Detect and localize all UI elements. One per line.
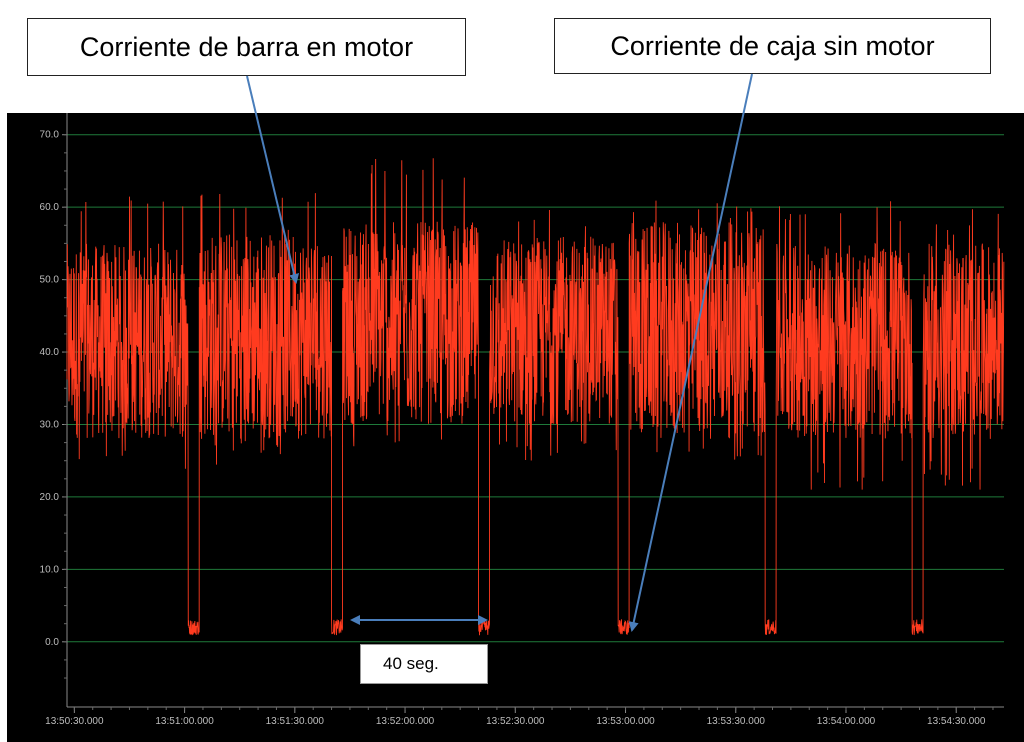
x-tick-label: 13:51:30.000 bbox=[266, 716, 325, 727]
y-tick-label: 10.0 bbox=[40, 564, 60, 575]
oscilloscope-screen: 70.0 60.0 50.0 40.0 30.0 20.0 10.0 0.0 13:50:30… bbox=[7, 113, 1024, 742]
x-tick-label: 13:54:30.000 bbox=[927, 716, 986, 727]
x-tick-label: 13:50:30.000 bbox=[45, 716, 104, 727]
y-tick-label: 30.0 bbox=[40, 419, 60, 430]
box-current-callout-text: Corriente de caja sin motor bbox=[610, 30, 935, 61]
x-axis-ticks: 13:50:30.000 13:51:00.000 13:51:30.000 13:5… bbox=[45, 707, 994, 727]
bar-current-callout-text: Corriente de barra en motor bbox=[79, 31, 414, 62]
x-tick-label: 13:52:30.000 bbox=[486, 716, 545, 727]
y-tick-label: 20.0 bbox=[40, 492, 60, 503]
y-axis-ticks: 70.0 60.0 50.0 40.0 30.0 20.0 10.0 0.0 bbox=[40, 130, 67, 679]
x-tick-label: 13:51:00.000 bbox=[155, 716, 214, 727]
bar-current-callout: Corriente de barra en motor bbox=[27, 18, 466, 76]
x-tick-label: 13:54:00.000 bbox=[817, 716, 876, 727]
duration-label-text: 40 seg. bbox=[383, 654, 439, 673]
x-tick-label: 13:52:00.000 bbox=[376, 716, 435, 727]
current-trace bbox=[66, 158, 1005, 636]
y-tick-label: 60.0 bbox=[40, 202, 60, 213]
x-tick-label: 13:53:30.000 bbox=[707, 716, 766, 727]
current-series-line bbox=[66, 158, 1005, 636]
current-chart: 70.0 60.0 50.0 40.0 30.0 20.0 10.0 0.0 13:50:30… bbox=[40, 113, 1005, 727]
y-tick-label: 70.0 bbox=[40, 130, 60, 141]
y-tick-label: 50.0 bbox=[40, 275, 60, 286]
y-tick-label: 0.0 bbox=[45, 637, 59, 648]
box-current-callout: Corriente de caja sin motor bbox=[554, 18, 991, 74]
y-tick-label: 40.0 bbox=[40, 347, 60, 358]
x-tick-label: 13:53:00.000 bbox=[596, 716, 655, 727]
duration-label: 40 seg. bbox=[360, 644, 488, 684]
